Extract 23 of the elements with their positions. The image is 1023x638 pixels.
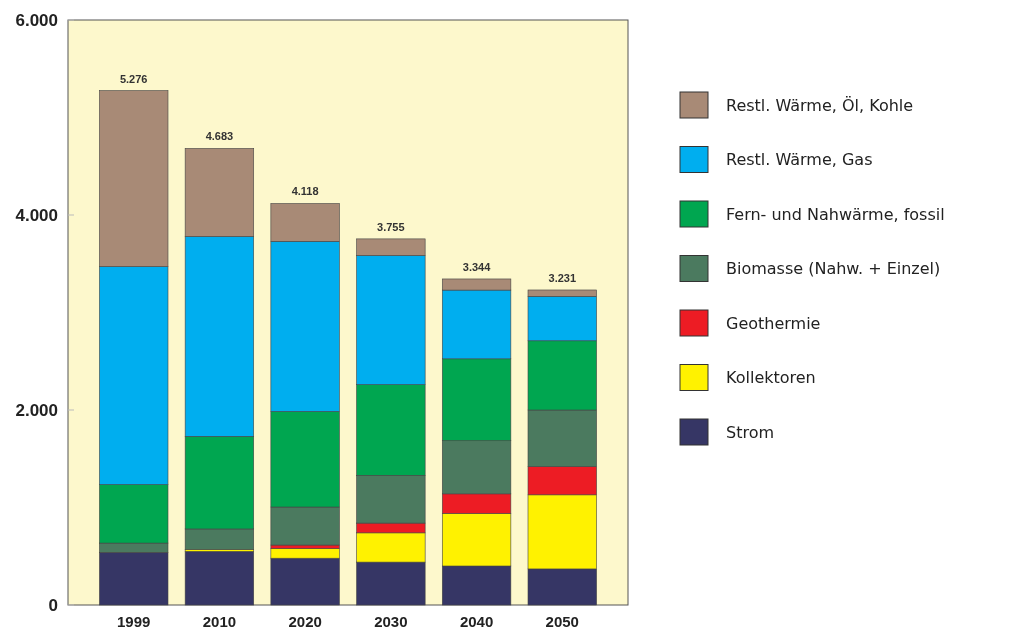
- legend-label: Kollektoren: [726, 368, 816, 388]
- x-tick-label: 2030: [374, 613, 408, 630]
- total-label: 4.683: [205, 130, 234, 143]
- total-label: 3.755: [377, 220, 405, 233]
- x-tick-label: 2010: [202, 613, 237, 630]
- x-tick-label: 2040: [459, 613, 494, 630]
- total-label: 5.276: [119, 72, 148, 85]
- legend-label: Restl. Wärme, Öl, Kohle: [726, 95, 914, 115]
- y-tick-label: 4.000: [15, 205, 58, 225]
- total-label: 4.118: [291, 185, 319, 198]
- x-tick-label: 2020: [288, 613, 322, 630]
- total-label: 3.231: [548, 271, 577, 284]
- total-label: 3.344: [462, 260, 492, 273]
- legend-label: Strom: [726, 422, 775, 442]
- y-tick-label: 2.000: [15, 400, 58, 420]
- x-tick-label: 2050: [545, 613, 579, 630]
- legend-label: Restl. Wärme, Gas: [726, 150, 873, 170]
- x-tick-label: 1999: [117, 613, 151, 630]
- legend-label: Fern- und Nahwärme, fossil: [726, 204, 945, 224]
- y-tick-label: 6.000: [15, 10, 58, 30]
- legend-label: Biomasse (Nahw. + Einzel): [726, 259, 941, 279]
- y-tick-label: 0: [48, 595, 58, 615]
- legend-label: Geothermie: [726, 313, 821, 333]
